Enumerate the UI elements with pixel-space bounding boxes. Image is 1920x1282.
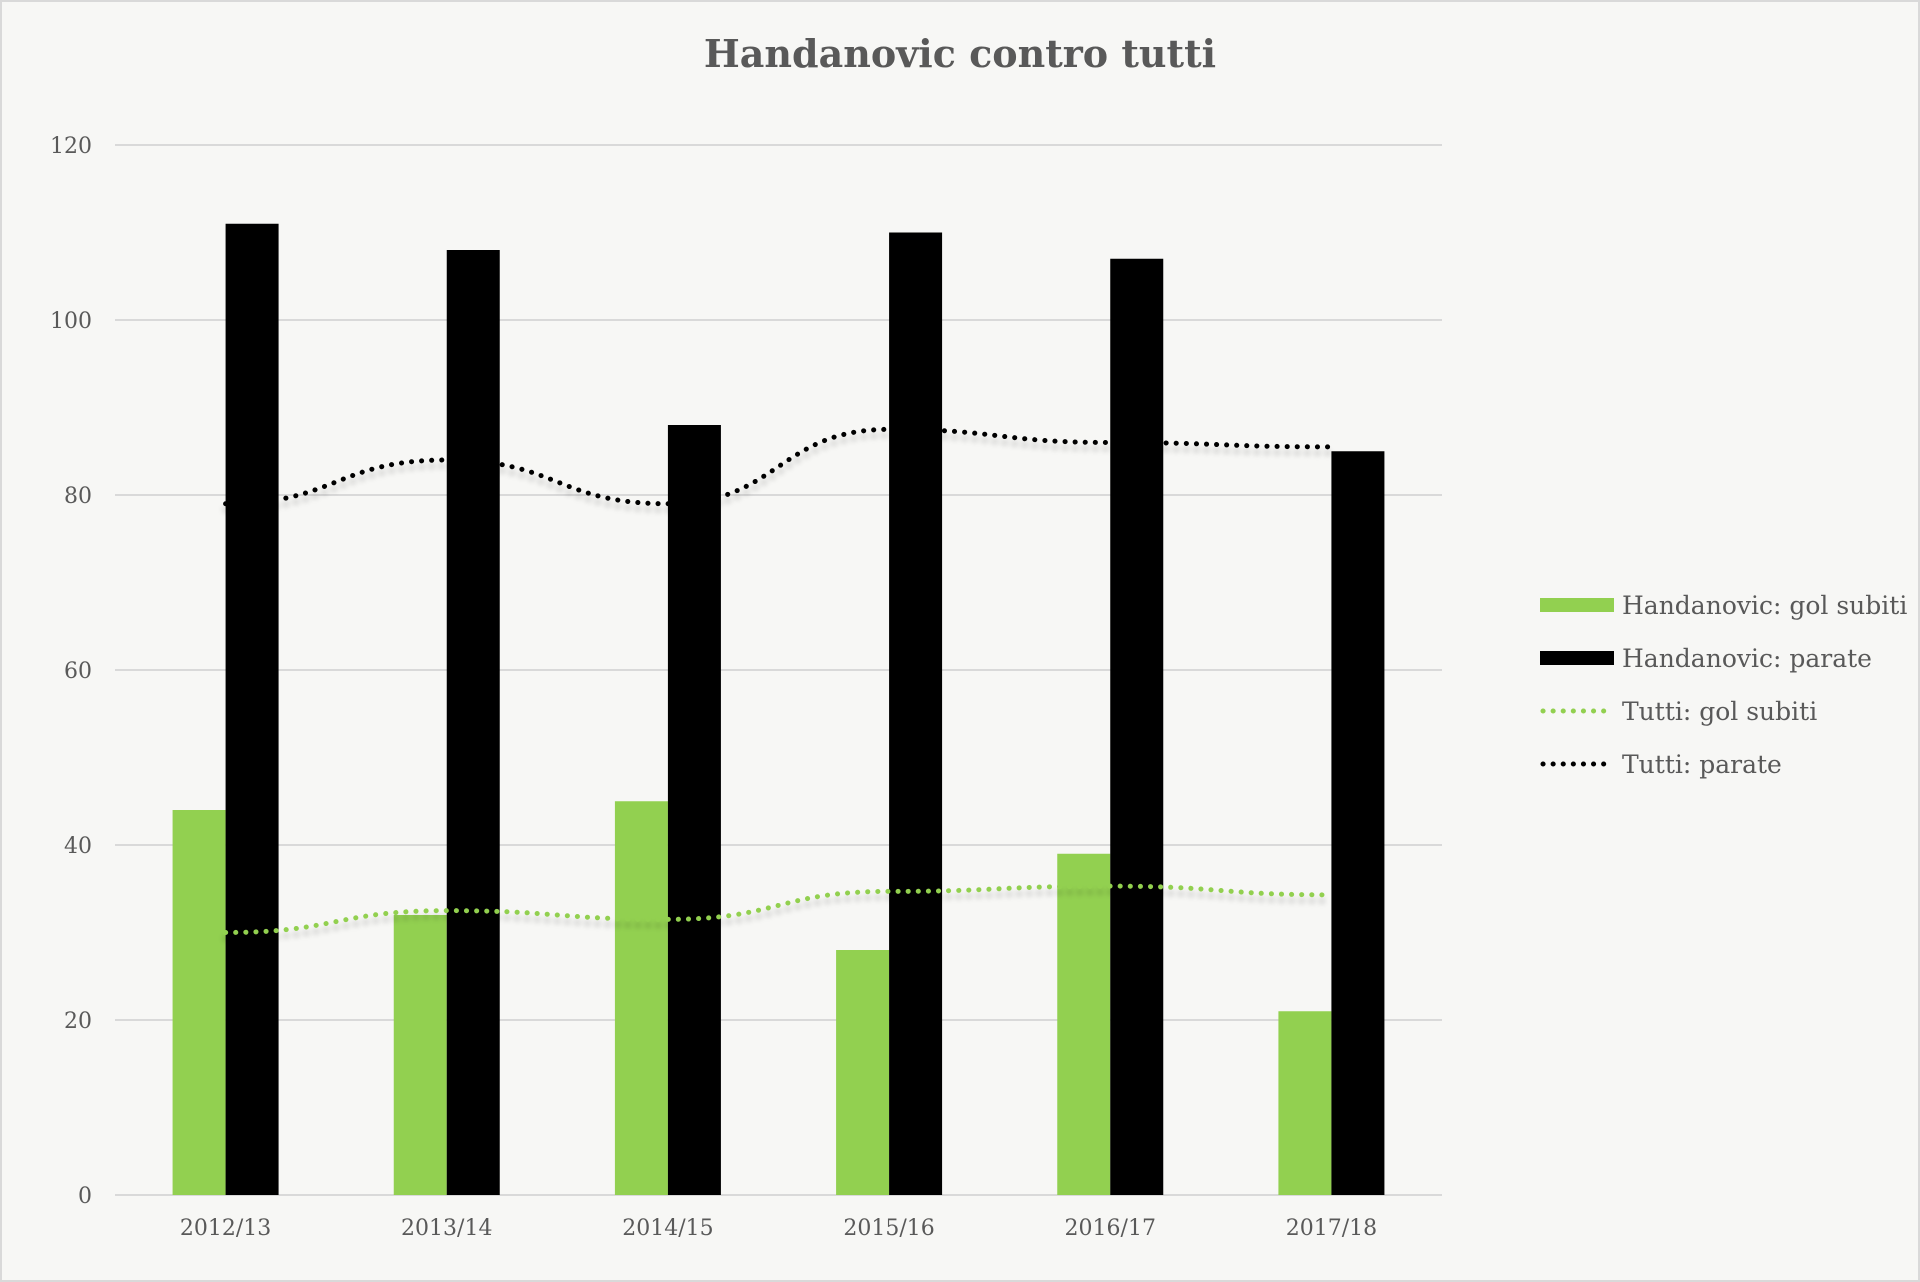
legend-label: Handanovic: parate [1622, 644, 1872, 673]
x-tick-label: 2013/14 [401, 1216, 492, 1241]
bars [172, 223, 1385, 1195]
bar-handanovic-parate [225, 223, 279, 1195]
legend-label: Handanovic: gol subiti [1622, 591, 1907, 620]
x-tick-label: 2016/17 [1065, 1216, 1156, 1241]
bar-handanovic-parate [667, 425, 721, 1195]
y-tick-label: 120 [50, 134, 92, 159]
legend-swatch-handanovic-parate [1540, 651, 1614, 665]
x-tick-label: 2015/16 [843, 1216, 934, 1241]
y-tick-label: 60 [64, 659, 92, 684]
bar-handanovic-parate [446, 250, 500, 1195]
y-axis-ticks: 0 20 40 60 80 100 120 [50, 134, 92, 1209]
y-tick-label: 0 [78, 1184, 92, 1209]
bar-handanovic-gol-subiti [393, 915, 447, 1195]
line-tutti-parate [223, 426, 1334, 507]
y-tick-label: 100 [50, 309, 92, 334]
legend-swatch-handanovic-gol-subiti [1540, 598, 1614, 612]
legend-label: Tutti: gol subiti [1622, 697, 1817, 726]
y-tick-label: 20 [64, 1009, 92, 1034]
bar-handanovic-parate [889, 232, 943, 1195]
bar-handanovic-parate [1331, 451, 1385, 1195]
x-tick-label: 2017/18 [1286, 1216, 1377, 1241]
y-tick-label: 80 [64, 484, 92, 509]
chart-title: Handanovic contro tutti [704, 31, 1216, 76]
x-axis-ticks: 2012/13 2013/14 2014/15 2015/16 2016/17 2017/… [180, 1216, 1377, 1241]
legend: Handanovic: gol subiti Handanovic: parate… [1540, 591, 1907, 779]
gridlines [115, 144, 1442, 1196]
legend-label: Tutti: parate [1622, 750, 1782, 779]
bar-handanovic-gol-subiti [1278, 1011, 1332, 1195]
bar-handanovic-gol-subiti [614, 801, 668, 1195]
bar-handanovic-gol-subiti [836, 950, 890, 1195]
x-tick-label: 2012/13 [180, 1216, 271, 1241]
line-tutti-gol-subiti [223, 883, 1334, 935]
bar-handanovic-parate [1110, 258, 1164, 1195]
lines [223, 426, 1334, 935]
y-tick-label: 40 [64, 834, 92, 859]
x-tick-label: 2014/15 [622, 1216, 713, 1241]
bar-handanovic-gol-subiti [172, 810, 226, 1195]
bar-handanovic-gol-subiti [1057, 853, 1111, 1195]
